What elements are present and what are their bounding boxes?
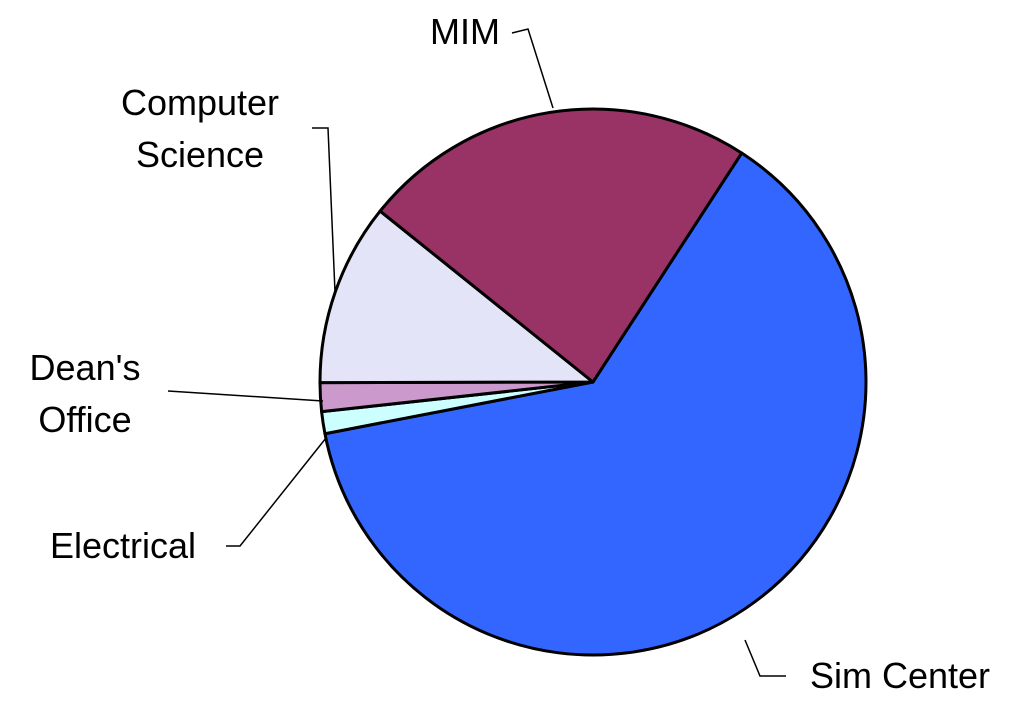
slice-label: Sim Center [809, 655, 991, 696]
leader-line [511, 28, 554, 109]
leader-line [167, 390, 324, 402]
leader-line [744, 639, 786, 677]
pie-slice [323, 151, 868, 657]
leader-line [226, 437, 327, 547]
slice-label: Electrical [49, 525, 197, 566]
slice-label: Computer Science [120, 82, 280, 175]
pie-slice [378, 107, 744, 384]
leader-line [312, 127, 336, 293]
slice-label: Dean's Office [29, 347, 141, 440]
slice-label: MIM [430, 11, 500, 52]
